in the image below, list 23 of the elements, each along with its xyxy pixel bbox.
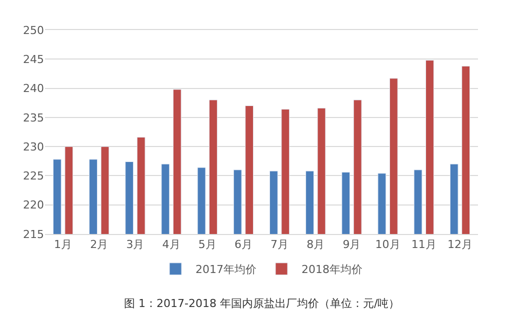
x-tick-label: 2月	[90, 238, 108, 252]
x-tick-label: 8月	[306, 238, 325, 252]
x-tick-label: 6月	[234, 238, 252, 252]
y-tick-label: 220	[23, 198, 44, 212]
x-tick-label: 12月	[447, 238, 472, 252]
x-tick-label: 11月	[411, 238, 436, 252]
y-tick-label: 235	[23, 111, 44, 124]
legend-label: 2018年均价	[302, 263, 362, 276]
x-tick-label: 7月	[270, 238, 289, 252]
legend-label: 2017年均价	[196, 263, 256, 276]
y-tick-label: 240	[23, 82, 44, 96]
x-tick-label: 9月	[342, 238, 361, 252]
x-tick-label: 3月	[126, 238, 144, 252]
x-tick-label: 10月	[375, 238, 400, 252]
x-tick-label: 5月	[198, 238, 216, 252]
x-tick-label: 4月	[162, 238, 180, 252]
y-tick-label: 225	[23, 170, 44, 183]
caption: 图 1：2017-2018 年国内原盐出厂均价（单位：元/吨）	[124, 297, 400, 310]
y-tick-label: 215	[23, 228, 44, 241]
y-tick-label: 245	[23, 52, 44, 66]
x-tick-label: 1月	[54, 238, 72, 252]
y-tick-label: 250	[23, 24, 44, 37]
y-tick-label: 230	[23, 140, 44, 154]
